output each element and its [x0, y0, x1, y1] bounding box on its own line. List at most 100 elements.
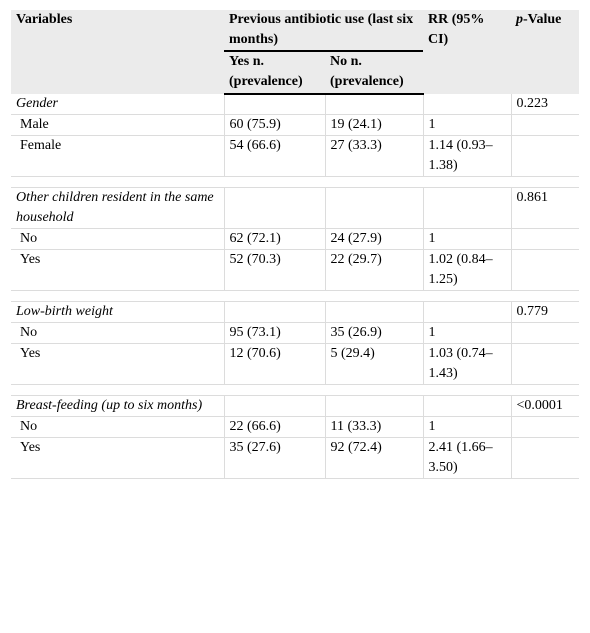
- no-cell: 5 (29.4): [324, 343, 423, 385]
- rr-cell: 1.14 (0.93–1.38): [422, 135, 511, 177]
- row-label: No: [11, 322, 224, 344]
- table-header: Variables Previous antibiotic use (last …: [11, 10, 579, 95]
- rr-cell: 1: [422, 322, 511, 344]
- spacer-cell: [11, 384, 224, 396]
- table-row: Male 60 (75.9) 19 (24.1) 1: [11, 114, 579, 136]
- yes-cell: 35 (27.6): [223, 437, 325, 479]
- p-value-cell: [510, 437, 579, 479]
- spacer-cell: [224, 176, 325, 188]
- p-value-cell: [510, 135, 579, 177]
- spacer-cell: [325, 384, 423, 396]
- results-table: Variables Previous antibiotic use (last …: [11, 10, 579, 479]
- rr-cell: 1: [422, 416, 511, 438]
- table-row: Female 54 (66.6) 27 (33.3) 1.14 (0.93–1.38): [11, 135, 579, 177]
- row-label: Yes: [11, 343, 224, 385]
- yes-cell: 52 (70.3): [223, 249, 325, 291]
- table-row: No 95 (73.1) 35 (26.9) 1: [11, 322, 579, 344]
- row-label: Female: [11, 135, 224, 177]
- p-value-cell: [510, 114, 579, 136]
- yes-cell: 95 (73.1): [223, 322, 325, 344]
- category-name: Gender: [11, 94, 224, 115]
- group-spacer: [11, 384, 579, 396]
- header-p-value: p-Value: [511, 10, 579, 94]
- spacer-cell: [511, 384, 579, 396]
- header-variables: Variables: [11, 10, 224, 94]
- p-value-cell: [510, 322, 579, 344]
- rr-cell: [422, 395, 511, 417]
- p-value-cell: 0.779: [510, 301, 579, 323]
- spacer-cell: [423, 290, 511, 302]
- no-cell: 19 (24.1): [324, 114, 423, 136]
- p-value-cell: [510, 228, 579, 250]
- yes-cell: 62 (72.1): [223, 228, 325, 250]
- category-name: Breast-feeding (up to six months): [11, 395, 224, 417]
- table-row: Yes 12 (70.6) 5 (29.4) 1.03 (0.74–1.43): [11, 343, 579, 385]
- no-cell: 24 (27.9): [324, 228, 423, 250]
- p-value-cell: [510, 249, 579, 291]
- yes-cell: [223, 395, 325, 417]
- rr-cell: [422, 301, 511, 323]
- no-cell: 92 (72.4): [324, 437, 423, 479]
- category-row: Gender 0.223: [11, 94, 579, 115]
- rr-cell: [422, 94, 511, 115]
- header-yes: Yes n. (prevalence): [224, 51, 325, 95]
- p-value-cell: <0.0001: [510, 395, 579, 417]
- category-row: Low-birth weight 0.779: [11, 301, 579, 323]
- yes-cell: [223, 94, 325, 115]
- table-row: Yes 52 (70.3) 22 (29.7) 1.02 (0.84–1.25): [11, 249, 579, 291]
- p-value-cell: 0.861: [510, 187, 579, 229]
- category-name: Other children resident in the same hous…: [11, 187, 224, 229]
- table-row: Yes 35 (27.6) 92 (72.4) 2.41 (1.66–3.50): [11, 437, 579, 479]
- category-row: Other children resident in the same hous…: [11, 187, 579, 229]
- category-row: Breast-feeding (up to six months) <0.0001: [11, 395, 579, 417]
- spacer-cell: [224, 384, 325, 396]
- no-cell: [324, 187, 423, 229]
- yes-cell: [223, 301, 325, 323]
- yes-cell: [223, 187, 325, 229]
- spacer-cell: [423, 176, 511, 188]
- header-no: No n. (prevalence): [325, 51, 423, 95]
- table-row: No 22 (66.6) 11 (33.3) 1: [11, 416, 579, 438]
- header-previous-antibiotic-use: Previous antibiotic use (last six months…: [224, 10, 423, 52]
- header-p-italic: p: [516, 12, 523, 27]
- p-value-cell: [510, 416, 579, 438]
- yes-cell: 60 (75.9): [223, 114, 325, 136]
- spacer-cell: [11, 290, 224, 302]
- spacer-cell: [11, 176, 224, 188]
- group-spacer: [11, 176, 579, 188]
- group-spacer: [11, 290, 579, 302]
- table-row: No 62 (72.1) 24 (27.9) 1: [11, 228, 579, 250]
- header-rr: RR (95% CI): [423, 10, 511, 94]
- spacer-cell: [325, 176, 423, 188]
- rr-cell: 1: [422, 228, 511, 250]
- category-name: Low-birth weight: [11, 301, 224, 323]
- spacer-cell: [423, 384, 511, 396]
- spacer-cell: [511, 290, 579, 302]
- no-cell: 22 (29.7): [324, 249, 423, 291]
- p-value-cell: [510, 343, 579, 385]
- row-label: Yes: [11, 437, 224, 479]
- yes-cell: 12 (70.6): [223, 343, 325, 385]
- rr-cell: 1.03 (0.74–1.43): [422, 343, 511, 385]
- rr-cell: 2.41 (1.66–3.50): [422, 437, 511, 479]
- rr-cell: 1.02 (0.84–1.25): [422, 249, 511, 291]
- p-value-cell: 0.223: [510, 94, 579, 115]
- row-label: Yes: [11, 249, 224, 291]
- spacer-cell: [511, 176, 579, 188]
- spacer-cell: [325, 290, 423, 302]
- header-p-rest: -Value: [523, 12, 562, 27]
- rr-cell: 1: [422, 114, 511, 136]
- spacer-cell: [224, 290, 325, 302]
- row-label: No: [11, 228, 224, 250]
- no-cell: 35 (26.9): [324, 322, 423, 344]
- no-cell: [324, 395, 423, 417]
- row-label: No: [11, 416, 224, 438]
- no-cell: 11 (33.3): [324, 416, 423, 438]
- yes-cell: 54 (66.6): [223, 135, 325, 177]
- yes-cell: 22 (66.6): [223, 416, 325, 438]
- table-body: Gender 0.223 Male 60 (75.9) 19 (24.1) 1 Female…: [11, 94, 579, 479]
- rr-cell: [422, 187, 511, 229]
- no-cell: [324, 301, 423, 323]
- no-cell: [324, 94, 423, 115]
- no-cell: 27 (33.3): [324, 135, 423, 177]
